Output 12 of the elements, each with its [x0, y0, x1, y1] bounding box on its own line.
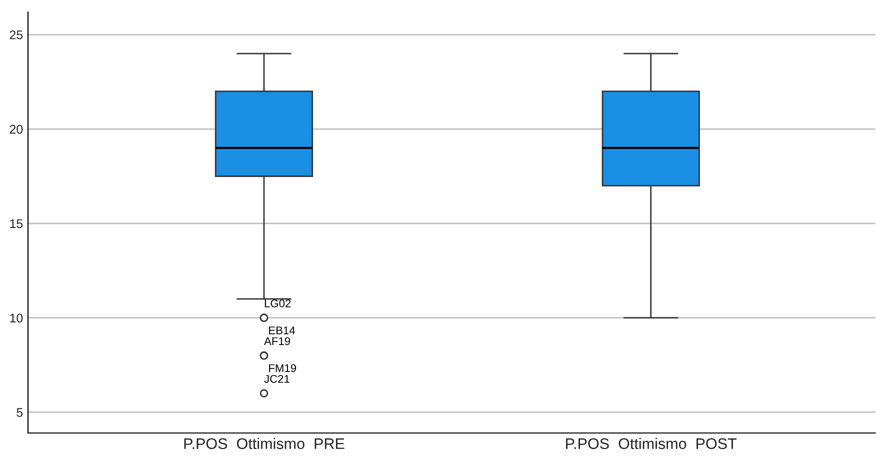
y-tick-label: 20 — [10, 124, 23, 134]
y-tick-label: 5 — [16, 408, 23, 417]
annotation: AF19 — [264, 337, 290, 346]
x-tick-label: P.POS Ottimismo PRE — [184, 438, 344, 450]
y-tick-label: 25 — [10, 30, 23, 40]
annotation: FM19 — [269, 364, 296, 372]
annotation: LG02 — [264, 299, 291, 308]
annotation: JC21 — [264, 374, 290, 383]
x-tick-label: P.POS Ottimismo POST — [566, 438, 737, 450]
y-tick-label: 10 — [10, 314, 23, 322]
annotation: EB14 — [269, 326, 296, 334]
y-tick-label: 15 — [10, 219, 23, 228]
